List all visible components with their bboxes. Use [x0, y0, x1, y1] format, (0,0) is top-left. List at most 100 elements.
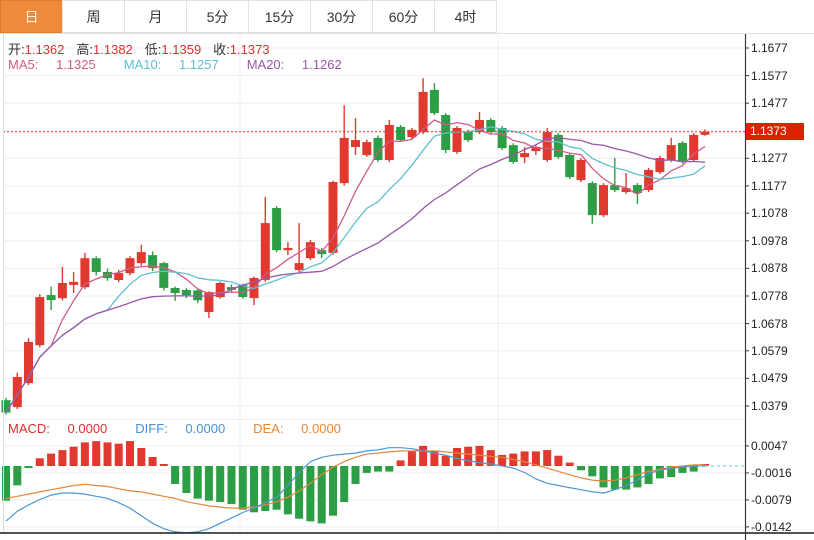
candle-body — [12, 377, 22, 408]
candle-body — [644, 169, 654, 190]
macd-bar — [261, 466, 270, 511]
price-axis-label: 1.1477 — [751, 96, 788, 111]
high-label: 高: — [76, 42, 94, 57]
macd-bar — [250, 466, 258, 513]
candle-body — [193, 290, 203, 301]
diff-value-readout: DIFF: 0.0000 — [135, 421, 226, 436]
high-value: 1.1382 — [93, 42, 133, 57]
ma10-readout: MA10: 1.1257 — [123, 57, 219, 72]
candle-body — [700, 131, 710, 135]
macd-bar — [610, 466, 619, 490]
tab-6-30分[interactable]: 30分 — [310, 0, 373, 33]
macd-axis-label: -0.0142 — [751, 519, 792, 534]
candle-body — [542, 132, 552, 160]
price-axis-label: 1.1078 — [751, 206, 788, 221]
candle-body — [46, 295, 56, 301]
macd-bar — [340, 466, 349, 502]
candle-body — [486, 120, 496, 133]
macd-bar — [498, 454, 507, 466]
macd-bar — [599, 466, 608, 488]
macd-bar — [385, 466, 394, 472]
candle-body — [520, 153, 530, 158]
macd-bar — [543, 450, 552, 466]
macd-bar — [678, 466, 687, 473]
macd-bar — [35, 458, 44, 466]
line-series — [5, 119, 706, 413]
price-axis-label: 1.1277 — [751, 151, 788, 166]
macd-bar — [667, 466, 676, 478]
macd-bar — [441, 455, 450, 466]
line-series — [5, 447, 705, 534]
tab-8-4时[interactable]: 4时 — [434, 0, 497, 33]
candle-body — [632, 185, 642, 194]
tab-3-月[interactable]: 月 — [124, 0, 187, 33]
macd-bar — [464, 446, 473, 466]
candle-body — [328, 182, 338, 253]
line-series — [5, 126, 706, 413]
ma-readout: MA5: 1.1325 MA10: 1.1257 MA20: 1.1262 — [8, 57, 370, 72]
macd-bar — [24, 466, 33, 469]
price-axis-label: 1.0379 — [751, 399, 788, 413]
candle-body — [351, 140, 360, 147]
candle-body — [553, 134, 563, 157]
macd-bar — [407, 451, 416, 466]
macd-bar — [227, 466, 236, 505]
tab-4-5分[interactable]: 5分 — [186, 0, 249, 33]
macd-bar — [329, 466, 337, 516]
macd-bar — [531, 451, 540, 466]
candle-body — [91, 258, 101, 272]
candle-body — [136, 252, 146, 264]
macd-bar — [362, 466, 371, 473]
price-axis-label: 1.1677 — [751, 41, 788, 55]
macd-bar — [137, 448, 146, 466]
candle-body — [565, 155, 575, 178]
tab-1-日[interactable]: 日 — [0, 0, 63, 33]
macd-bar — [148, 457, 157, 466]
candle-body — [373, 137, 383, 160]
macd-bar — [204, 466, 213, 501]
macd-bar — [655, 466, 664, 479]
macd-bar — [689, 466, 698, 472]
open-label: 开: — [8, 42, 25, 57]
macd-axis-label: -0.0079 — [751, 492, 792, 507]
price-axis-label: 1.0978 — [751, 233, 788, 248]
candle-body — [80, 258, 90, 288]
macd-bar — [238, 466, 247, 510]
candle-body — [497, 128, 507, 149]
price-axis-label: 1.0479 — [751, 371, 788, 386]
candle-body — [678, 142, 687, 162]
macd-bar — [565, 462, 574, 466]
candle-body — [452, 128, 462, 152]
candle-body — [384, 125, 394, 160]
macd-bar — [475, 445, 484, 466]
macd-bar — [47, 453, 56, 466]
macd-bar — [374, 466, 382, 472]
macd-bar — [103, 442, 112, 466]
tab-7-60分[interactable]: 60分 — [372, 0, 435, 33]
candle-body — [159, 263, 169, 288]
candle-body — [35, 297, 45, 346]
macd-bar — [633, 466, 642, 488]
macd-bar — [216, 466, 225, 502]
candle-body — [305, 242, 315, 259]
candle-body — [204, 292, 214, 312]
candle-body — [24, 342, 33, 384]
close-label: 收: — [213, 42, 230, 57]
macd-bar — [92, 441, 101, 466]
candle-body — [475, 120, 484, 133]
candle-body — [429, 89, 439, 114]
tab-2-周[interactable]: 周 — [62, 0, 125, 33]
tab-5-15分[interactable]: 15分 — [248, 0, 311, 33]
macd-bar — [430, 451, 439, 466]
macd-bar — [283, 466, 292, 515]
candle-body — [260, 223, 270, 280]
macd-bar — [588, 466, 597, 477]
price-axis-label: 1.1577 — [751, 68, 788, 83]
macd-bar — [114, 443, 123, 466]
macd-bar — [577, 466, 585, 471]
ma20-readout: MA20: 1.1262 — [246, 57, 342, 72]
macd-bar — [520, 451, 529, 466]
price-axis-label: 1.0678 — [751, 316, 788, 331]
